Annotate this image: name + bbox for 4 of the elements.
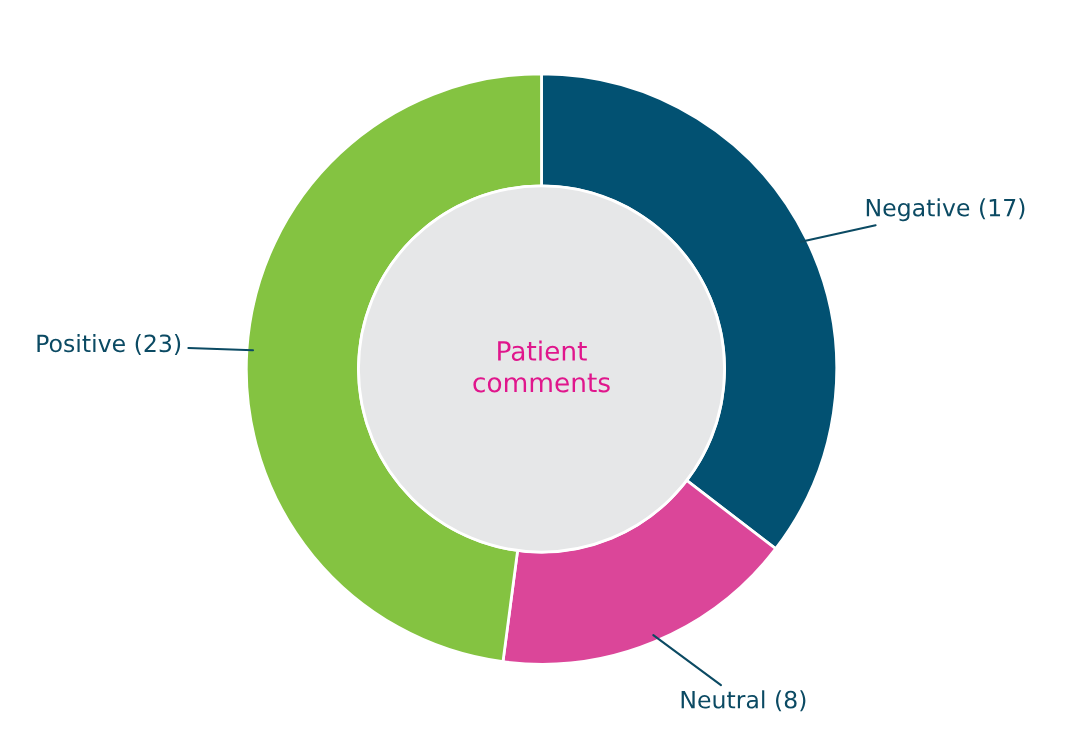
slice-label: Negative (17) [866,198,1025,222]
slice-label: Neutral (8) [681,690,806,712]
slice-label: Positive (23) [37,334,181,356]
text: Patient comments [473,340,610,393]
